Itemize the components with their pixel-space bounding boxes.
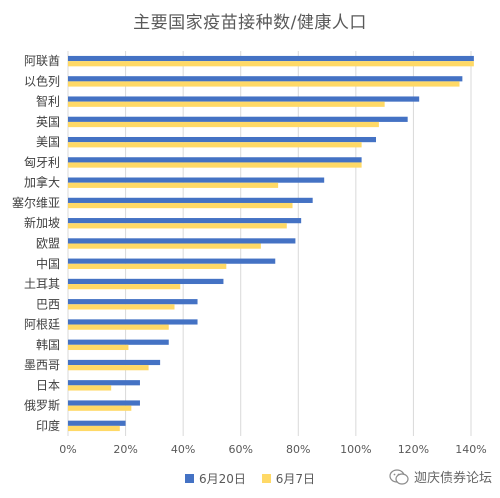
- bar-series-1: [68, 96, 420, 102]
- y-category-label: 塞尔维亚: [12, 195, 60, 210]
- watermark-text: 迦庆债券论坛: [413, 471, 492, 486]
- y-category-label: 俄罗斯: [24, 399, 60, 413]
- bar-series-1: [68, 278, 224, 285]
- bar-series-1: [68, 177, 325, 183]
- watermark: 迦庆债券论坛: [389, 467, 492, 486]
- x-tick-label: 100%: [340, 443, 371, 456]
- bar-series-2: [68, 61, 474, 67]
- x-tick-label: 140%: [455, 443, 486, 456]
- y-category-label: 智利: [36, 94, 60, 109]
- y-category-label: 欧盟: [36, 237, 60, 251]
- bar-series-2: [68, 121, 379, 128]
- bar-series-2: [68, 344, 129, 351]
- y-category-label: 土耳其: [24, 277, 60, 291]
- bar-series-1: [68, 339, 169, 345]
- bar-series-1: [68, 299, 198, 305]
- y-category-label: 日本: [36, 378, 60, 392]
- bar-series-1: [68, 218, 302, 224]
- legend-item-series-1: 6月20日: [184, 470, 246, 487]
- bar-series-2: [68, 284, 181, 290]
- x-tick-label: 0%: [59, 443, 76, 456]
- bar-series-1: [68, 359, 161, 366]
- bar-series-1: [68, 400, 140, 406]
- y-category-label: 英国: [36, 115, 60, 129]
- bar-series-1: [68, 55, 474, 62]
- y-category-label: 印度: [36, 418, 60, 433]
- bar-series-2: [68, 81, 460, 87]
- bar-series-1: [68, 197, 313, 203]
- bar-series-2: [68, 365, 149, 371]
- legend-item-series-2: 6月7日: [261, 470, 315, 487]
- bar-series-2: [68, 182, 279, 188]
- y-category-label: 中国: [36, 256, 60, 271]
- bar-series-1: [68, 319, 198, 325]
- bar-series-2: [68, 243, 261, 249]
- x-tick-label: 80%: [286, 443, 310, 456]
- y-category-label: 阿联酋: [24, 53, 60, 68]
- legend: 6月20日 6月7日: [0, 470, 500, 487]
- bar-series-1: [68, 258, 276, 264]
- bar-series-2: [68, 162, 362, 168]
- y-category-label: 巴西: [36, 297, 60, 311]
- y-category-label: 匈牙利: [24, 155, 60, 169]
- bar-series-2: [68, 324, 169, 330]
- bar-series-1: [68, 136, 377, 143]
- wechat-icon: [389, 468, 409, 485]
- x-tick-label: 40%: [171, 443, 195, 456]
- y-category-label: 韩国: [36, 337, 60, 352]
- y-category-label: 新加坡: [24, 215, 60, 230]
- y-category-label: 加拿大: [24, 175, 60, 190]
- chart-title: 主要国家疫苗接种数/健康人口: [133, 13, 367, 33]
- legend-swatch-series-1: [184, 474, 194, 483]
- bar-series-2: [68, 101, 385, 107]
- bar-series-2: [68, 202, 293, 209]
- bar-series-1: [68, 76, 463, 82]
- bar-series-2: [68, 385, 112, 391]
- legend-swatch-series-2: [261, 474, 271, 483]
- y-category-label: 美国: [36, 135, 60, 149]
- bar-series-1: [68, 380, 140, 386]
- bar-series-1: [68, 157, 362, 163]
- y-category-label: 墨西哥: [24, 358, 60, 372]
- bar-series-2: [68, 405, 132, 411]
- bar-series-2: [68, 425, 120, 432]
- bar-series-2: [68, 304, 175, 310]
- legend-label-series-1: 6月20日: [198, 472, 246, 486]
- bar-series-2: [68, 263, 227, 269]
- bar-series-2: [68, 142, 362, 148]
- x-tick-label: 60%: [228, 443, 252, 456]
- x-tick-label: 20%: [113, 443, 137, 456]
- x-tick-label: 120%: [398, 443, 429, 456]
- bar-series-1: [68, 238, 296, 244]
- bar-series-1: [68, 420, 126, 426]
- legend-label-series-2: 6月7日: [275, 472, 315, 486]
- bar-series-1: [68, 116, 408, 122]
- y-category-label: 以色列: [24, 74, 60, 88]
- bar-series-2: [68, 223, 287, 229]
- y-category-label: 阿根廷: [24, 318, 60, 332]
